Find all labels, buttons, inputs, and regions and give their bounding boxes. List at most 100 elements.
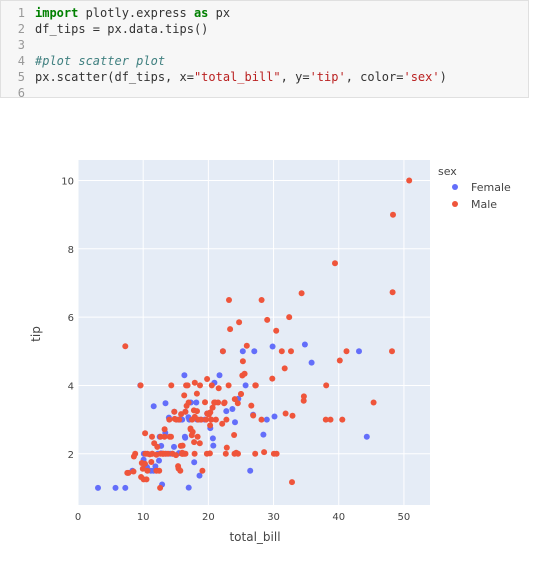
data-point-male[interactable] — [235, 450, 241, 457]
data-point-female[interactable] — [263, 416, 270, 423]
data-point-female[interactable] — [185, 484, 192, 491]
data-point-male[interactable] — [223, 444, 230, 451]
data-point-male[interactable] — [327, 416, 334, 423]
data-point-male[interactable] — [282, 410, 289, 417]
data-point-female[interactable] — [260, 431, 267, 438]
data-point-male[interactable] — [162, 450, 169, 457]
data-point-male[interactable] — [239, 358, 246, 365]
data-point-male[interactable] — [258, 297, 265, 303]
data-point-male[interactable] — [141, 460, 148, 467]
data-point-male[interactable] — [208, 416, 215, 423]
data-point-female[interactable] — [271, 413, 278, 420]
data-point-male[interactable] — [252, 382, 259, 389]
data-point-male[interactable] — [250, 412, 257, 419]
data-point-male[interactable] — [261, 449, 268, 456]
data-point-female[interactable] — [162, 400, 169, 407]
data-point-female[interactable] — [223, 408, 230, 415]
data-point-female[interactable] — [122, 484, 129, 491]
data-point-male[interactable] — [222, 450, 229, 457]
data-point-male[interactable] — [389, 348, 395, 355]
data-point-male[interactable] — [182, 408, 189, 415]
data-point-male[interactable] — [189, 416, 196, 423]
legend-item-female[interactable]: Female — [452, 181, 511, 194]
data-point-male[interactable] — [212, 416, 219, 423]
legend-item-male[interactable]: Male — [452, 198, 497, 211]
code-cell[interactable]: 1 import plotly.express as px 2 df_tips = p… — [0, 0, 529, 98]
data-point-female[interactable] — [182, 434, 189, 441]
data-point-male[interactable] — [156, 467, 163, 474]
data-point-male[interactable] — [289, 479, 295, 486]
data-point-male[interactable] — [221, 399, 228, 406]
data-point-male[interactable] — [208, 382, 215, 389]
data-point-male[interactable] — [196, 440, 203, 447]
data-point-male[interactable] — [219, 348, 226, 355]
data-point-male[interactable] — [168, 382, 175, 389]
data-point-male[interactable] — [231, 396, 238, 403]
data-point-male[interactable] — [289, 412, 296, 419]
data-point-male[interactable] — [269, 375, 276, 382]
data-point-male[interactable] — [241, 370, 248, 377]
data-point-male[interactable] — [336, 357, 343, 364]
data-point-male[interactable] — [234, 400, 241, 407]
data-point-female[interactable] — [209, 435, 216, 442]
data-point-male[interactable] — [149, 433, 155, 440]
data-point-female[interactable] — [196, 472, 203, 479]
data-point-male[interactable] — [298, 290, 305, 297]
data-point-male[interactable] — [181, 392, 188, 399]
data-point-male[interactable] — [148, 459, 155, 465]
data-point-female[interactable] — [242, 382, 249, 389]
data-point-male[interactable] — [225, 382, 232, 389]
data-point-female[interactable] — [210, 442, 217, 449]
data-point-male[interactable] — [137, 382, 144, 389]
data-point-male[interactable] — [161, 433, 168, 440]
data-point-male[interactable] — [219, 420, 226, 427]
data-point-male[interactable] — [185, 399, 192, 406]
data-point-male[interactable] — [252, 450, 259, 457]
data-point-male[interactable] — [209, 404, 216, 411]
data-point-female[interactable] — [95, 484, 101, 491]
data-point-male[interactable] — [300, 397, 307, 404]
data-point-male[interactable] — [300, 393, 307, 400]
data-point-male[interactable] — [142, 430, 149, 437]
data-point-male[interactable] — [238, 391, 244, 397]
data-point-female[interactable] — [216, 372, 223, 379]
data-point-male[interactable] — [194, 408, 200, 415]
data-point-male[interactable] — [157, 484, 164, 491]
data-point-male[interactable] — [258, 416, 265, 423]
data-point-male[interactable] — [191, 379, 198, 386]
data-point-male[interactable] — [168, 433, 174, 440]
data-point-male[interactable] — [406, 177, 413, 184]
data-point-female[interactable] — [156, 457, 162, 464]
data-point-male[interactable] — [199, 467, 206, 474]
data-point-male[interactable] — [153, 451, 160, 458]
data-point-male[interactable] — [243, 342, 250, 349]
data-point-male[interactable] — [281, 365, 288, 372]
data-point-male[interactable] — [227, 326, 234, 333]
data-point-female[interactable] — [301, 341, 308, 348]
data-point-male[interactable] — [278, 348, 285, 355]
data-point-male[interactable] — [161, 426, 168, 433]
data-point-male[interactable] — [273, 327, 280, 334]
data-point-female[interactable] — [363, 433, 370, 440]
data-point-male[interactable] — [343, 348, 350, 355]
data-point-male[interactable] — [202, 399, 208, 406]
data-point-female[interactable] — [269, 343, 276, 350]
data-point-male[interactable] — [390, 211, 396, 218]
data-point-male[interactable] — [264, 316, 271, 323]
data-point-male[interactable] — [339, 416, 346, 423]
data-point-male[interactable] — [231, 432, 238, 438]
data-point-female[interactable] — [356, 348, 362, 355]
data-point-female[interactable] — [308, 359, 315, 366]
data-point-male[interactable] — [288, 348, 294, 355]
data-point-female[interactable] — [181, 372, 188, 379]
data-point-male[interactable] — [206, 450, 213, 457]
data-point-female[interactable] — [229, 406, 236, 412]
data-point-female[interactable] — [247, 467, 254, 474]
data-point-male[interactable] — [194, 433, 201, 440]
data-point-male[interactable] — [179, 449, 186, 456]
data-point-male[interactable] — [176, 416, 183, 423]
data-point-male[interactable] — [223, 416, 230, 423]
data-point-male[interactable] — [273, 450, 280, 457]
data-point-male[interactable] — [132, 450, 139, 457]
data-point-male[interactable] — [203, 416, 210, 423]
